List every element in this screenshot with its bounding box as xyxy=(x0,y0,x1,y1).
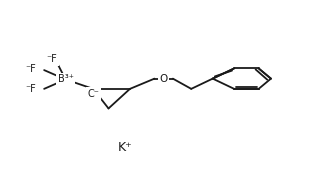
Text: K⁺: K⁺ xyxy=(118,141,133,154)
Text: ⁻F: ⁻F xyxy=(26,64,37,74)
Text: ⁻F: ⁻F xyxy=(46,54,57,64)
Text: B³⁺: B³⁺ xyxy=(58,74,74,84)
Text: ⁻F: ⁻F xyxy=(26,84,37,94)
Text: C⁻: C⁻ xyxy=(87,89,99,99)
Text: O: O xyxy=(159,74,168,84)
